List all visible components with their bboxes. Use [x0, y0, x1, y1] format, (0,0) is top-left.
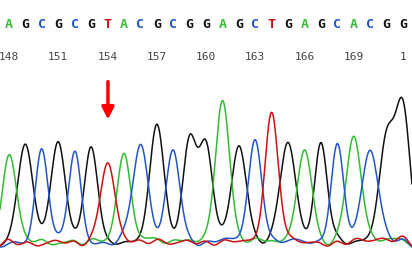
Text: T: T: [268, 18, 276, 32]
Text: G: G: [235, 18, 243, 32]
Text: 163: 163: [245, 52, 265, 62]
Text: 151: 151: [48, 52, 68, 62]
Text: C: C: [366, 18, 374, 32]
Text: G: G: [399, 18, 407, 32]
Text: 1: 1: [400, 52, 406, 62]
Text: G: G: [284, 18, 292, 32]
Text: G: G: [54, 18, 62, 32]
Text: C: C: [169, 18, 177, 32]
Text: A: A: [218, 18, 227, 32]
Text: G: G: [185, 18, 194, 32]
Text: A: A: [300, 18, 309, 32]
Text: G: G: [317, 18, 325, 32]
Text: C: C: [136, 18, 144, 32]
Text: A: A: [350, 18, 358, 32]
Text: C: C: [251, 18, 259, 32]
Text: C: C: [38, 18, 46, 32]
Text: 148: 148: [0, 52, 19, 62]
Text: 169: 169: [344, 52, 364, 62]
Text: 166: 166: [294, 52, 315, 62]
Text: 160: 160: [196, 52, 216, 62]
Text: G: G: [153, 18, 161, 32]
Text: C: C: [71, 18, 79, 32]
Text: 154: 154: [97, 52, 118, 62]
Text: G: G: [21, 18, 30, 32]
Text: T: T: [103, 18, 112, 32]
Text: G: G: [382, 18, 391, 32]
Text: C: C: [333, 18, 341, 32]
Text: G: G: [87, 18, 95, 32]
Text: 157: 157: [147, 52, 167, 62]
Text: A: A: [120, 18, 128, 32]
Text: G: G: [202, 18, 210, 32]
Text: A: A: [5, 18, 13, 32]
